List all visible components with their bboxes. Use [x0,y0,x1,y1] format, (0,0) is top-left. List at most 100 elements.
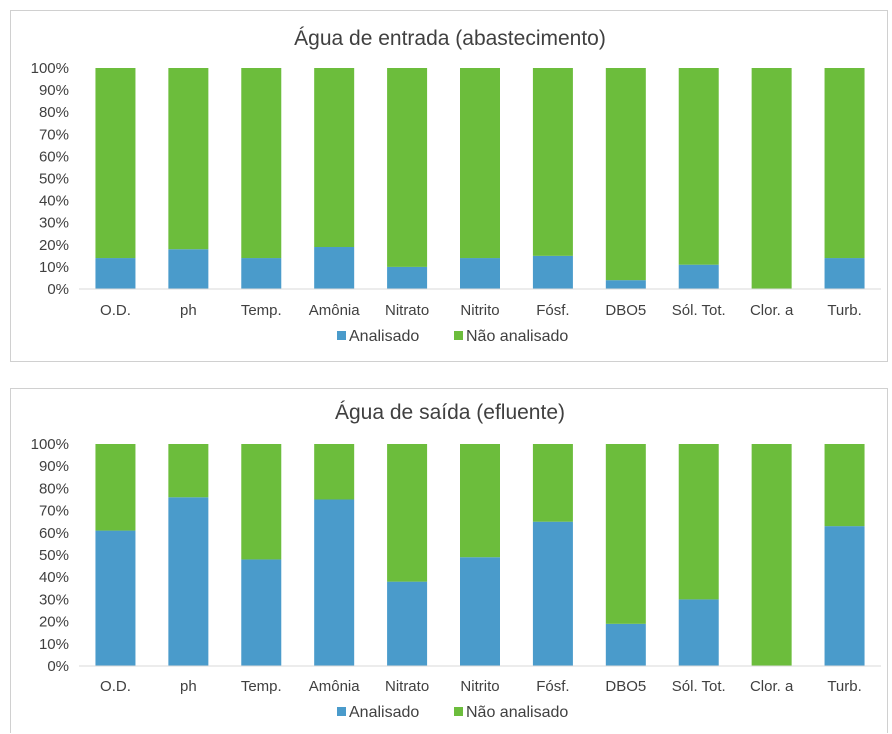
bar-turb-nao-analisado [824,68,865,259]
chart-panel-entrada: Água de entrada (abastecimento) 0% 10% 20%… [10,10,888,362]
x-tick-label: Fósf. [536,678,569,695]
x-axis-ticks: O.D. ph Temp. Amônia Nitrato Nitrito Fósf. DBO5… [100,678,862,695]
bar-fosf-analisado [532,521,573,666]
bar-clor-a-nao-analisado [751,68,792,289]
bar-amonia-nao-analisado [314,68,355,248]
bar-turb-nao-analisado [824,444,865,527]
bar-amonia-analisado [314,499,355,666]
y-tick-label: 70% [39,126,69,143]
bar-nitrato-analisado [387,581,428,666]
y-tick-label: 20% [39,614,69,631]
bar-sol-tot-nao-analisado [678,68,719,265]
y-tick-label: 90% [39,458,69,475]
bar-turb-analisado [824,526,865,666]
x-tick-label: Turb. [827,302,861,319]
x-tick-label: Temp. [241,302,282,319]
bar-ph-analisado [168,249,209,289]
x-tick-label: Fósf. [536,302,569,319]
legend-swatch-nao-analisado [454,331,463,340]
chart-entrada: Água de entrada (abastecimento) 0% 10% 20%… [31,27,881,345]
bar-turb-analisado [824,258,865,289]
legend: Analisado Não analisado [337,328,568,345]
legend-swatch-analisado [337,331,346,340]
y-tick-label: 100% [31,436,69,453]
y-tick-label: 80% [39,480,69,497]
x-tick-label: Amônia [309,302,361,319]
bar-temp-nao-analisado [241,68,282,259]
legend-swatch-nao-analisado [454,707,463,716]
bar-o-d-nao-analisado [95,68,136,259]
y-tick-label: 40% [39,569,69,586]
x-tick-label: Turb. [827,678,861,695]
y-tick-label: 60% [39,525,69,542]
x-tick-label: Clor. a [750,302,794,319]
y-tick-label: 50% [39,171,69,188]
bar-clor-a-nao-analisado [751,444,792,666]
bar-dbo5-nao-analisado [605,68,646,281]
y-tick-label: 50% [39,547,69,564]
bar-o-d-analisado [95,530,136,666]
bar-dbo5-analisado [605,280,646,289]
x-tick-label: Clor. a [750,678,794,695]
bar-nitrito-analisado [460,258,500,289]
bar-nitrato-analisado [387,266,428,289]
x-tick-label: ph [180,678,197,695]
bar-sol-tot-analisado [678,264,719,289]
x-tick-label: Amônia [309,678,361,695]
bar-dbo5-analisado [605,623,646,666]
y-tick-label: 100% [31,60,69,77]
bar-sol-tot-nao-analisado [678,444,719,600]
x-tick-label: Nitrato [385,678,429,695]
bar-o-d-nao-analisado [95,444,136,531]
bar-fosf-nao-analisado [532,444,573,522]
chart-title: Água de saída (efluente) [335,401,565,424]
bar-dbo5-nao-analisado [605,444,646,624]
chart-saida: Água de saída (efluente) 0% 10% 20% 30% 40% 5… [31,401,881,721]
x-tick-label: O.D. [100,678,131,695]
bar-nitrito-analisado [460,557,500,666]
x-tick-label: O.D. [100,302,131,319]
y-axis-ticks: 0% 10% 20% 30% 40% 50% 60% 70% 80% 90% 100% [31,436,69,675]
legend-label-nao-analisado: Não analisado [466,328,568,345]
bar-fosf-analisado [532,255,573,289]
bar-amonia-analisado [314,247,355,289]
x-tick-label: Nitrato [385,302,429,319]
x-tick-label: Sól. Tot. [672,678,726,695]
y-tick-label: 80% [39,104,69,121]
bar-o-d-analisado [95,258,136,289]
x-axis-ticks: O.D. ph Temp. Amônia Nitrato Nitrito Fósf. DBO5… [100,302,862,319]
y-tick-label: 20% [39,237,69,254]
bars [95,68,865,289]
bar-nitrato-nao-analisado [387,68,428,267]
y-tick-label: 40% [39,193,69,210]
x-tick-label: Temp. [241,678,282,695]
bar-ph-analisado [168,497,209,666]
bars [95,444,865,666]
y-tick-label: 60% [39,148,69,165]
x-tick-label: ph [180,302,197,319]
y-tick-label: 70% [39,503,69,520]
legend-label-nao-analisado: Não analisado [466,704,568,721]
y-tick-label: 10% [39,636,69,653]
bar-ph-nao-analisado [168,444,209,498]
legend: Analisado Não analisado [337,704,568,721]
y-tick-label: 90% [39,82,69,99]
x-tick-label: DBO5 [605,678,646,695]
bar-temp-nao-analisado [241,444,282,560]
bar-nitrato-nao-analisado [387,444,428,582]
chart-title: Água de entrada (abastecimento) [294,27,606,50]
x-tick-label: Nitrito [460,302,499,319]
x-tick-label: Nitrito [460,678,499,695]
legend-label-analisado: Analisado [349,704,419,721]
bar-sol-tot-analisado [678,599,719,666]
chart-panel-saida: Água de saída (efluente) 0% 10% 20% 30% 40% 5… [10,388,888,733]
x-tick-label: Sól. Tot. [672,302,726,319]
y-tick-label: 30% [39,215,69,232]
bar-temp-analisado [241,559,282,666]
y-axis-ticks: 0% 10% 20% 30% 40% 50% 60% 70% 80% 90% 100% [31,60,69,298]
bar-temp-analisado [241,258,282,289]
y-tick-label: 30% [39,591,69,608]
legend-swatch-analisado [337,707,346,716]
bar-ph-nao-analisado [168,68,209,250]
legend-label-analisado: Analisado [349,328,419,345]
